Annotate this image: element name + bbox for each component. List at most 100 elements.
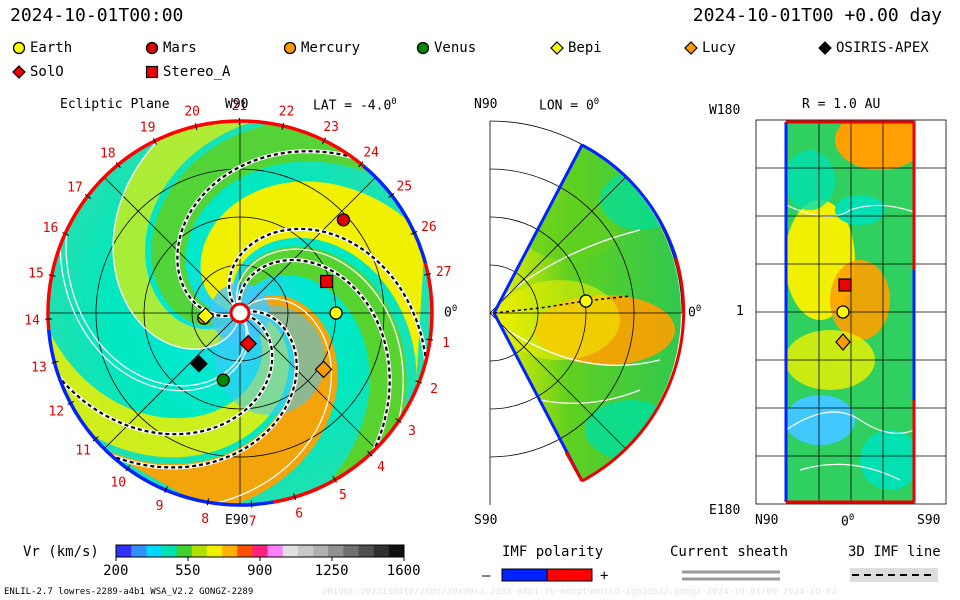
- diamond-marker-icon: [818, 41, 832, 55]
- sphere-bottom-left: E180: [709, 503, 741, 518]
- circle-marker-icon: [283, 41, 297, 55]
- imf-line-4: [176, 150, 361, 318]
- sphere-x-right: S90: [917, 513, 941, 528]
- ecliptic-polarity-rim: [46, 119, 434, 507]
- colorbar-segment: [297, 545, 314, 557]
- carrington-tick-label: 8: [201, 512, 209, 527]
- ecliptic-lucy-marker: [314, 360, 333, 379]
- colorbar-segment: [313, 545, 329, 557]
- ecliptic-solo-marker: [239, 334, 258, 353]
- carrington-tick-label: 19: [140, 121, 156, 136]
- colorbar-tick-label: 550: [175, 563, 201, 579]
- carrington-tick-label: 21: [231, 99, 247, 114]
- imf-polarity-title: IMF polarity: [502, 544, 604, 560]
- vr-colorbar: [115, 544, 405, 561]
- ecliptic-bottom-label: E90: [225, 513, 249, 528]
- carrington-tick-label: 2: [430, 382, 438, 397]
- colorbar-segment: [388, 545, 405, 557]
- carrington-tick-label: 17: [67, 181, 83, 196]
- colorbar-segment: [146, 545, 162, 557]
- colorbar-segment: [373, 545, 390, 557]
- ecliptic-top-label: W90: [225, 97, 249, 112]
- ecliptic-venus-marker: [216, 373, 230, 387]
- legend-label: Venus: [434, 40, 477, 56]
- circle-marker-icon: [416, 41, 430, 55]
- ecliptic-title: Ecliptic Plane: [60, 97, 170, 112]
- ecliptic-lat-label: LAT = -4.00: [313, 97, 397, 114]
- colorbar-segment: [161, 545, 178, 557]
- meridional-bottom-label: S90: [474, 513, 498, 528]
- colorbar-segment: [176, 545, 193, 557]
- sun-marker: [229, 302, 251, 324]
- contour-line-0: [235, 248, 404, 430]
- carrington-tick-label: 5: [339, 488, 347, 503]
- carrington-tick-label: 1: [442, 336, 450, 351]
- carrington-tick-label: 20: [184, 105, 200, 120]
- vr-label: Vr (km/s): [23, 544, 99, 560]
- legend-mercury: Mercury: [283, 40, 360, 56]
- diamond-marker-icon: [684, 41, 698, 55]
- colorbar-segment: [267, 545, 284, 557]
- ecliptic-earth-marker: [329, 306, 343, 320]
- colorbar-segment: [328, 545, 344, 557]
- legend-label: Mars: [163, 40, 197, 56]
- sphere-lucy-marker: [835, 333, 851, 351]
- legend-label: Lucy: [702, 40, 736, 56]
- sphere-top-left: W180: [709, 103, 741, 118]
- carrington-tick-label: 14: [24, 314, 40, 329]
- carrington-tick-label: 15: [28, 266, 44, 281]
- legend-label: SolO: [30, 64, 64, 80]
- colorbar-segment: [116, 545, 132, 557]
- ecliptic-stereo-a-marker: [320, 274, 334, 289]
- ecliptic-imf-lines: [52, 132, 429, 505]
- contour-line-1: [206, 297, 333, 505]
- sphere-panel: [755, 119, 947, 505]
- diamond-marker-icon: [550, 41, 564, 55]
- imf-line-1: [237, 258, 391, 459]
- imf-3d-line-sample: [850, 568, 938, 582]
- colorbar-tick-label: 900: [247, 563, 273, 579]
- ecliptic-bodies: [190, 213, 351, 387]
- legend-stereo-a: Stereo_A: [145, 64, 230, 80]
- sphere-x-left: N90: [755, 513, 779, 528]
- run-info: UNIQUE:20231384t0/268d/30x90x1.2289-a4b1…: [322, 588, 837, 597]
- carrington-tick-label: 9: [156, 499, 164, 514]
- carrington-tick-label: 3: [408, 424, 416, 439]
- current-sheath-sample: [682, 570, 780, 582]
- carrington-tick-label: 23: [323, 120, 339, 135]
- imf-3d-title: 3D IMF line: [848, 544, 941, 560]
- square-marker-icon: [145, 65, 159, 79]
- meridional-lon-label: LON = 00: [539, 97, 600, 114]
- meridional-right-label: 00: [688, 304, 702, 321]
- colorbar-tick-label: 1250: [314, 563, 349, 579]
- imf-line-2: [103, 310, 298, 469]
- carrington-tick-label: 22: [279, 104, 295, 119]
- legend-bepi: Bepi: [550, 40, 602, 56]
- colorbar-tick-label: 200: [103, 563, 129, 579]
- diamond-marker-icon: [12, 65, 26, 79]
- ecliptic-right-label: 00: [444, 304, 458, 321]
- legend-venus: Venus: [416, 40, 476, 56]
- colorbar-tick-label: 1600: [386, 563, 421, 579]
- current-sheath-title: Current sheath: [670, 544, 789, 560]
- carrington-tick-label: 10: [110, 476, 126, 491]
- colorbar-segment: [358, 545, 375, 557]
- imf-line-3: [52, 313, 274, 436]
- date-right: 2024-10-01T00 +0.00 day: [692, 5, 942, 26]
- legend-label: Earth: [30, 40, 73, 56]
- imf-minus: –: [482, 568, 491, 584]
- meridional-panel: [489, 120, 686, 505]
- sphere-x-mid: 00: [841, 513, 855, 530]
- imf-polarity-bar: [501, 568, 593, 582]
- colorbar-segment: [252, 545, 269, 557]
- ecliptic-mars-marker: [336, 213, 351, 227]
- ecliptic-osiris-apex-marker: [190, 354, 208, 373]
- carrington-tick-label: 16: [43, 221, 59, 236]
- legend-osiris-apex: OSIRIS-APEX: [818, 40, 929, 56]
- carrington-tick-label: 11: [75, 444, 91, 459]
- contour-line-3: [112, 132, 240, 350]
- sphere-earth-marker: [836, 305, 850, 319]
- meridional-earth-marker: [579, 294, 593, 308]
- colorbar-segment: [191, 545, 208, 557]
